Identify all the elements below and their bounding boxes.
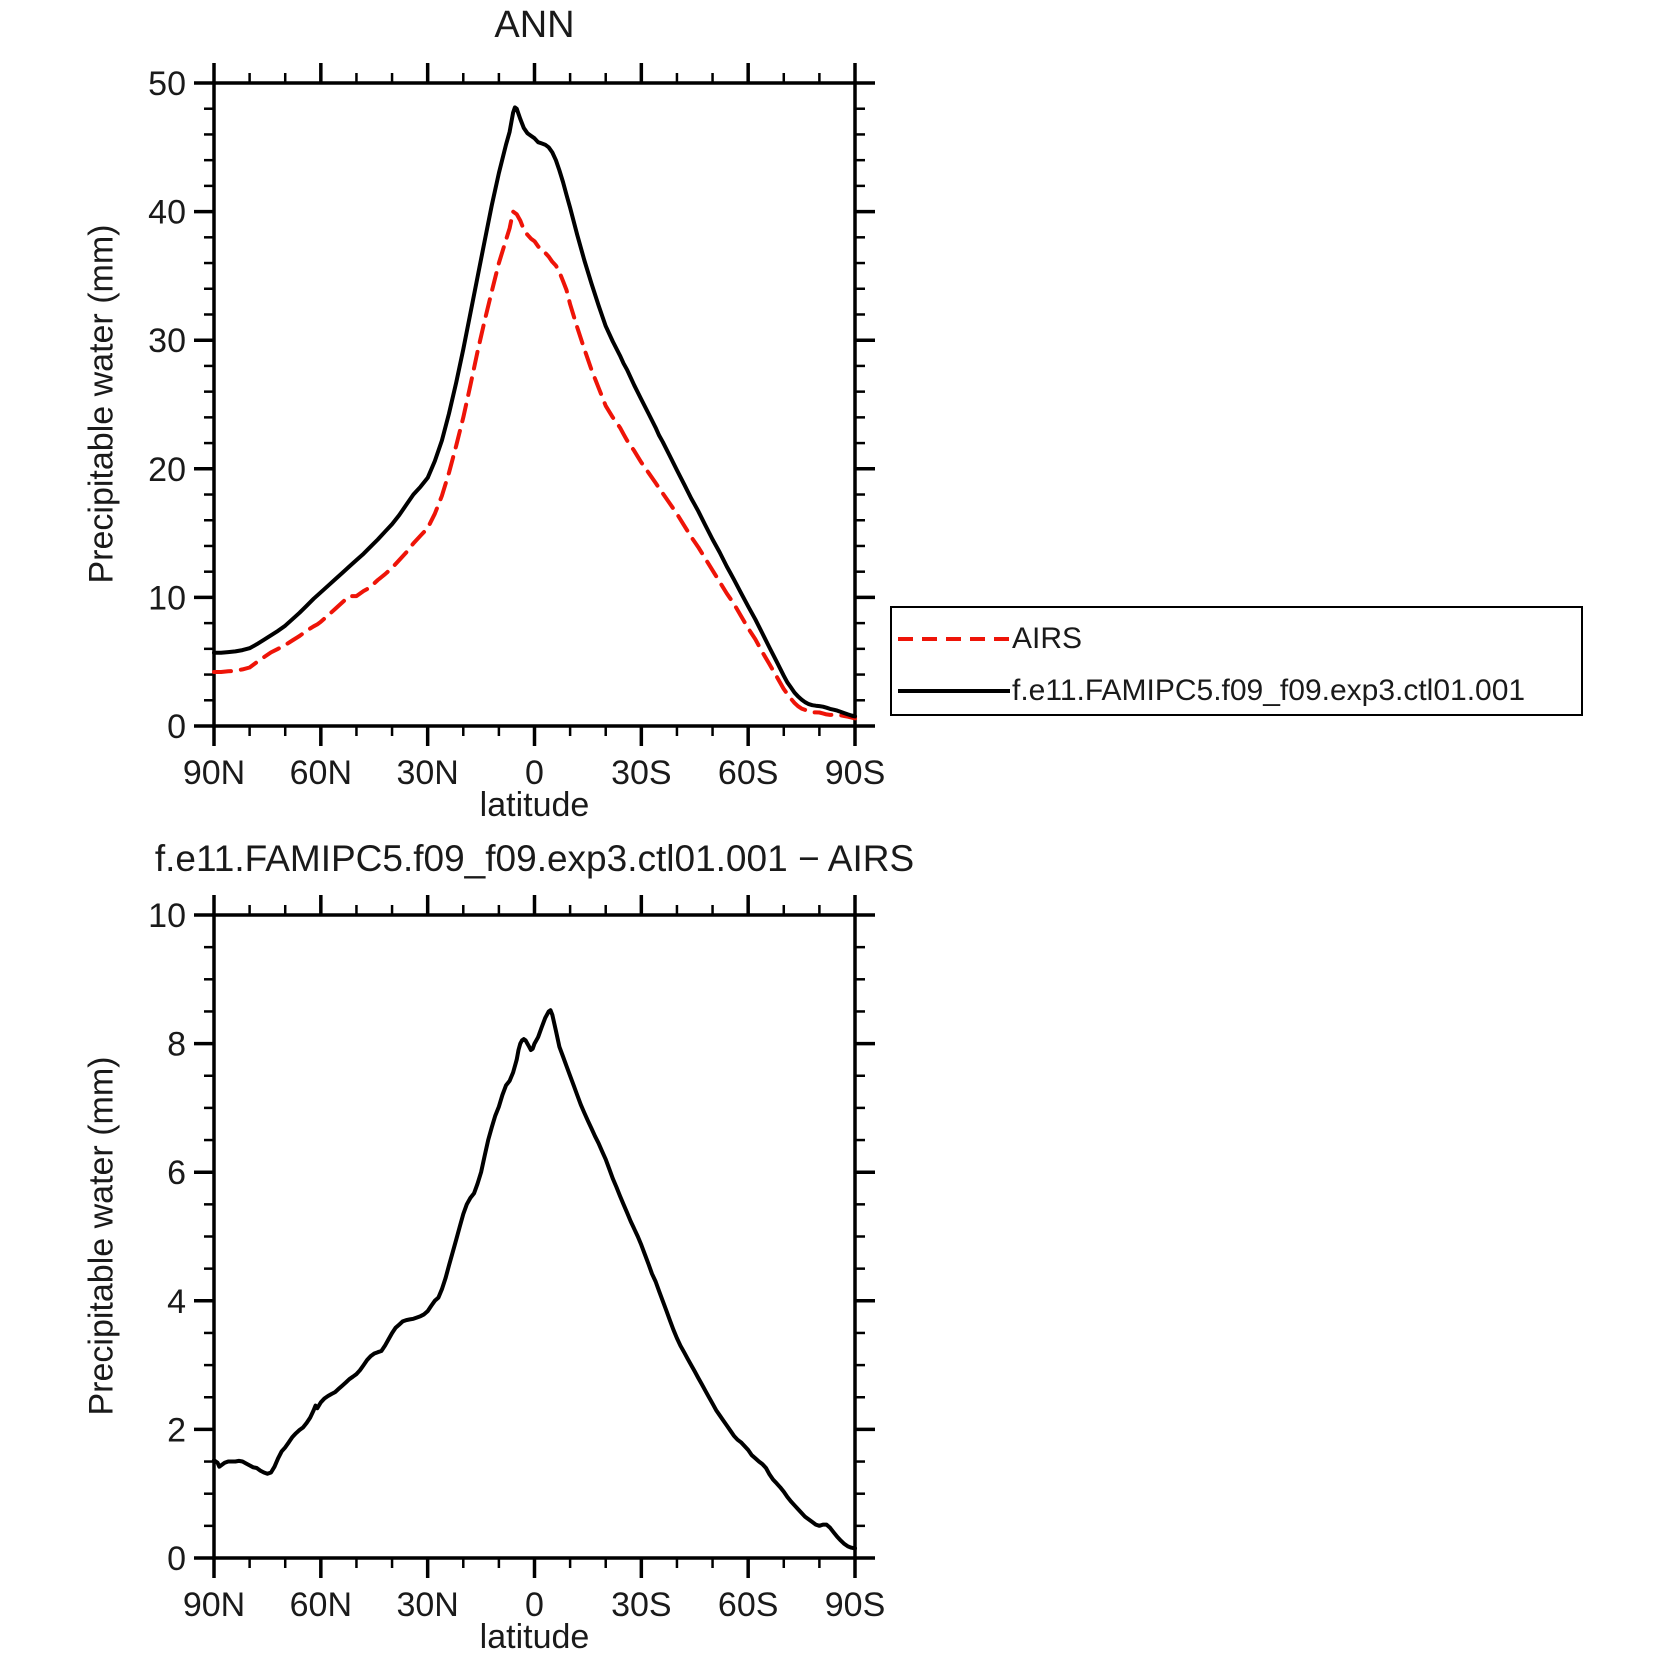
x-tick-label: 0 <box>525 1586 544 1624</box>
x-tick-label: 0 <box>525 754 544 792</box>
x-tick-label: 60S <box>718 754 779 792</box>
x-tick-label: 30N <box>396 1586 458 1624</box>
y-tick-label: 0 <box>167 1540 186 1578</box>
legend-entry-airs: AIRS <box>892 619 1581 659</box>
bottom-chart-title: f.e11.FAMIPC5.f09_f09.exp3.ctl01.001 − A… <box>154 838 915 879</box>
series-line-model <box>212 105 857 719</box>
x-tick-label: 60N <box>290 754 352 792</box>
y-tick-label: 8 <box>167 1026 186 1064</box>
y-tick-label: 30 <box>148 322 186 360</box>
y-tick-label: 50 <box>148 65 186 103</box>
x-tick-label: 90N <box>183 1586 245 1624</box>
top-chart-x-axis-title: latitude <box>479 786 590 824</box>
y-tick-label: 4 <box>167 1283 186 1321</box>
x-tick-label: 30S <box>611 1586 672 1624</box>
series-line-difference <box>212 1008 857 1551</box>
top-chart-y-axis-title: Precipitable water (mm) <box>82 224 121 584</box>
x-tick-label: 60N <box>290 1586 352 1624</box>
legend: AIRS f.e11.FAMIPC5.f09_f09.exp3.ctl01.00… <box>890 606 1583 716</box>
top-chart-title: ANN <box>494 4 575 46</box>
y-tick-label: 6 <box>167 1154 186 1192</box>
x-tick-label: 30N <box>396 754 458 792</box>
legend-entry-model: f.e11.FAMIPC5.f09_f09.exp3.ctl01.001 <box>892 671 1581 711</box>
y-tick-label: 2 <box>167 1411 186 1449</box>
y-tick-label: 40 <box>148 194 186 232</box>
legend-label-model: f.e11.FAMIPC5.f09_f09.exp3.ctl01.001 <box>1012 674 1526 707</box>
y-tick-label: 10 <box>148 897 186 935</box>
series-line-airs <box>212 209 857 721</box>
bottom-chart-y-axis-title: Precipitable water (mm) <box>82 1056 121 1416</box>
y-tick-label: 20 <box>148 451 186 489</box>
x-tick-label: 90S <box>825 754 886 792</box>
model-solid-line-swatch <box>898 689 1010 693</box>
airs-dashed-line-swatch <box>898 637 1010 641</box>
x-tick-label: 30S <box>611 754 672 792</box>
y-tick-label: 0 <box>167 708 186 746</box>
x-tick-label: 90N <box>183 754 245 792</box>
x-tick-label: 60S <box>718 1586 779 1624</box>
legend-label-airs: AIRS <box>1012 622 1083 655</box>
y-tick-label: 10 <box>148 579 186 617</box>
x-tick-label: 90S <box>825 1586 886 1624</box>
bottom-chart-x-axis-title: latitude <box>479 1618 590 1656</box>
